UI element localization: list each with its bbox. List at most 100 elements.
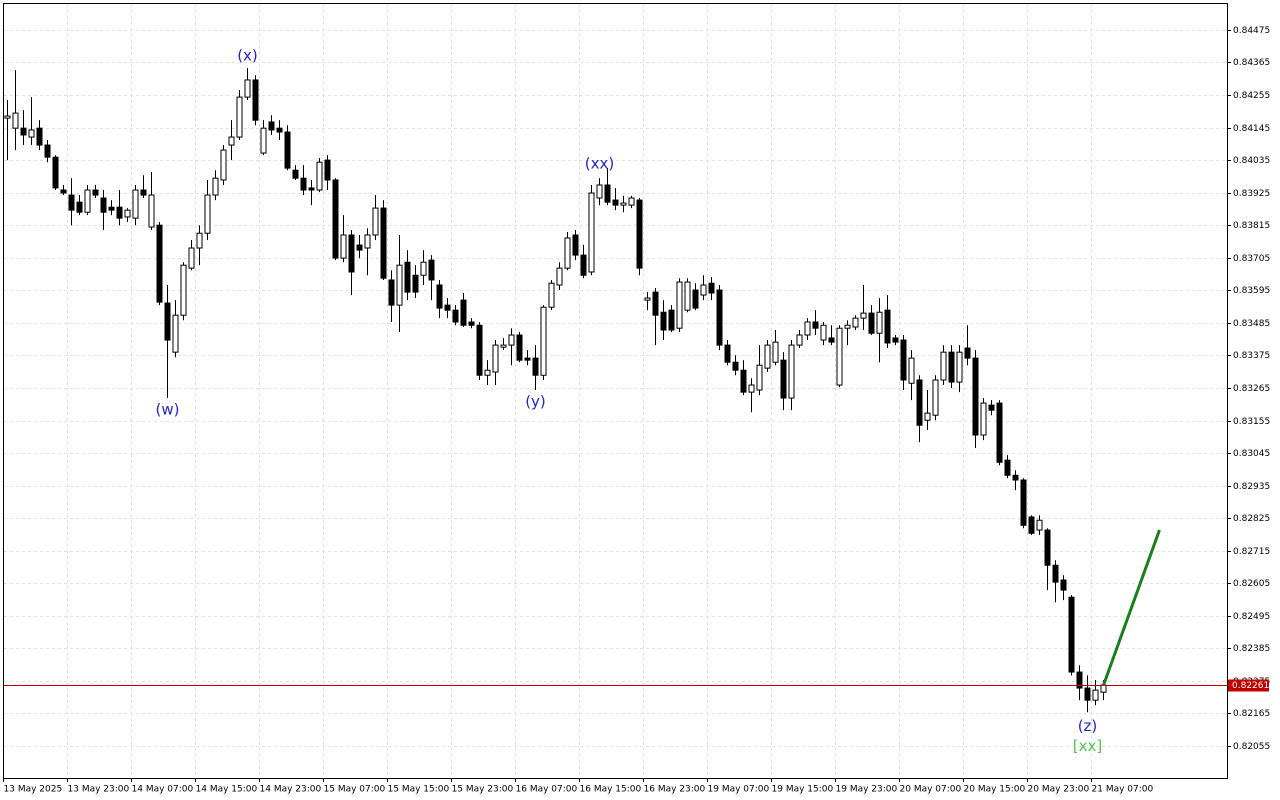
candle-body — [716, 289, 723, 346]
candle-body — [836, 327, 843, 386]
candle-body — [852, 317, 859, 328]
candle-body — [428, 259, 435, 281]
y-tick-label: 0.83485 — [1233, 319, 1270, 329]
candle-body — [356, 244, 363, 251]
candle-body — [4, 115, 11, 119]
wave-label: (z) — [1078, 717, 1098, 735]
x-tick-label: 19 May 15:00 — [772, 785, 834, 795]
x-tick-label: 20 May 07:00 — [900, 785, 962, 795]
candle-body — [148, 194, 155, 228]
y-tick-label: 0.84475 — [1233, 26, 1270, 36]
candle-body — [172, 314, 179, 353]
candle-body — [644, 297, 651, 301]
candle-body — [1092, 689, 1099, 701]
candle-body — [724, 344, 731, 363]
candle-body — [796, 334, 803, 346]
candle-body — [1068, 596, 1075, 673]
candle-body — [972, 357, 979, 436]
candle-body — [52, 156, 59, 189]
candle-body — [396, 264, 403, 306]
candle-body — [324, 159, 331, 181]
candle-body — [204, 194, 211, 234]
candle-body — [68, 194, 75, 211]
x-tick-label: 16 May 07:00 — [516, 785, 578, 795]
candle-body — [612, 199, 619, 206]
candle-body — [108, 206, 115, 211]
candle-body — [772, 341, 779, 363]
candle-body — [460, 299, 467, 326]
wave-label: [xx] — [1073, 737, 1102, 755]
wave-label: (w) — [156, 401, 180, 419]
y-tick-label: 0.82165 — [1233, 709, 1270, 719]
candle-body — [212, 177, 219, 196]
candle-body — [84, 189, 91, 213]
plot-frame — [3, 3, 1228, 779]
x-tick-label: 19 May 23:00 — [836, 785, 898, 795]
candle-body — [660, 311, 667, 331]
candle-body — [476, 324, 483, 376]
y-tick-label: 0.84255 — [1233, 91, 1270, 101]
candle-body — [484, 369, 491, 376]
candle-body — [1044, 529, 1051, 566]
candle-body — [996, 402, 1003, 463]
candle-body — [828, 337, 835, 343]
candle-body — [140, 189, 147, 196]
y-tick-label: 0.82605 — [1233, 579, 1270, 589]
candle-body — [156, 224, 163, 303]
candle-body — [572, 234, 579, 256]
candle-body — [940, 351, 947, 381]
y-tick-label: 0.83265 — [1233, 384, 1270, 394]
candle-body — [756, 364, 763, 391]
candle-body — [236, 96, 243, 138]
x-tick-label: 14 May 07:00 — [132, 785, 194, 795]
candle-body — [332, 179, 339, 259]
candle-body — [516, 334, 523, 361]
y-tick-label: 0.83925 — [1233, 189, 1270, 199]
x-tick-label: 16 May 23:00 — [644, 785, 706, 795]
candle-body — [420, 261, 427, 276]
candle-body — [788, 344, 795, 399]
candle-body — [708, 282, 715, 294]
candle-body — [196, 232, 203, 249]
candle-body — [780, 359, 787, 399]
candle-body — [292, 169, 299, 179]
candle-body — [44, 144, 51, 158]
candle-body — [892, 337, 899, 343]
candle-body — [1076, 671, 1083, 689]
candle-body — [964, 347, 971, 359]
y-tick-label: 0.83155 — [1233, 417, 1270, 427]
candle-body — [908, 357, 915, 384]
x-tick-label: 13 May 23:00 — [68, 785, 130, 795]
candle-body — [404, 261, 411, 293]
candle-body — [804, 321, 811, 336]
candle-body — [12, 112, 19, 129]
candle-body — [916, 379, 923, 426]
candle-body — [596, 184, 603, 199]
x-tick-label: 15 May 07:00 — [324, 785, 386, 795]
candle-body — [732, 361, 739, 371]
y-tick-label: 0.82825 — [1233, 514, 1270, 524]
candle-body — [924, 412, 931, 421]
candle-body — [308, 187, 315, 191]
candle-body — [524, 357, 531, 361]
x-tick-label: 14 May 15:00 — [196, 785, 258, 795]
candle-body — [988, 404, 995, 411]
candle-body — [748, 384, 755, 393]
candle-body — [1052, 564, 1059, 583]
candle-body — [316, 161, 323, 191]
candle-body — [684, 281, 691, 311]
candle-body — [36, 127, 43, 146]
candle-body — [764, 344, 771, 369]
candle-body — [636, 199, 643, 269]
candle-body — [692, 289, 699, 309]
candle-body — [1060, 579, 1067, 591]
candle-body — [868, 312, 875, 334]
candle-body — [740, 369, 747, 393]
candle-body — [564, 237, 571, 269]
candle-body — [628, 197, 635, 206]
candle-body — [500, 344, 507, 348]
wave-label: (y) — [525, 393, 546, 411]
x-tick-label: 15 May 23:00 — [452, 785, 514, 795]
candle-body — [876, 311, 883, 334]
